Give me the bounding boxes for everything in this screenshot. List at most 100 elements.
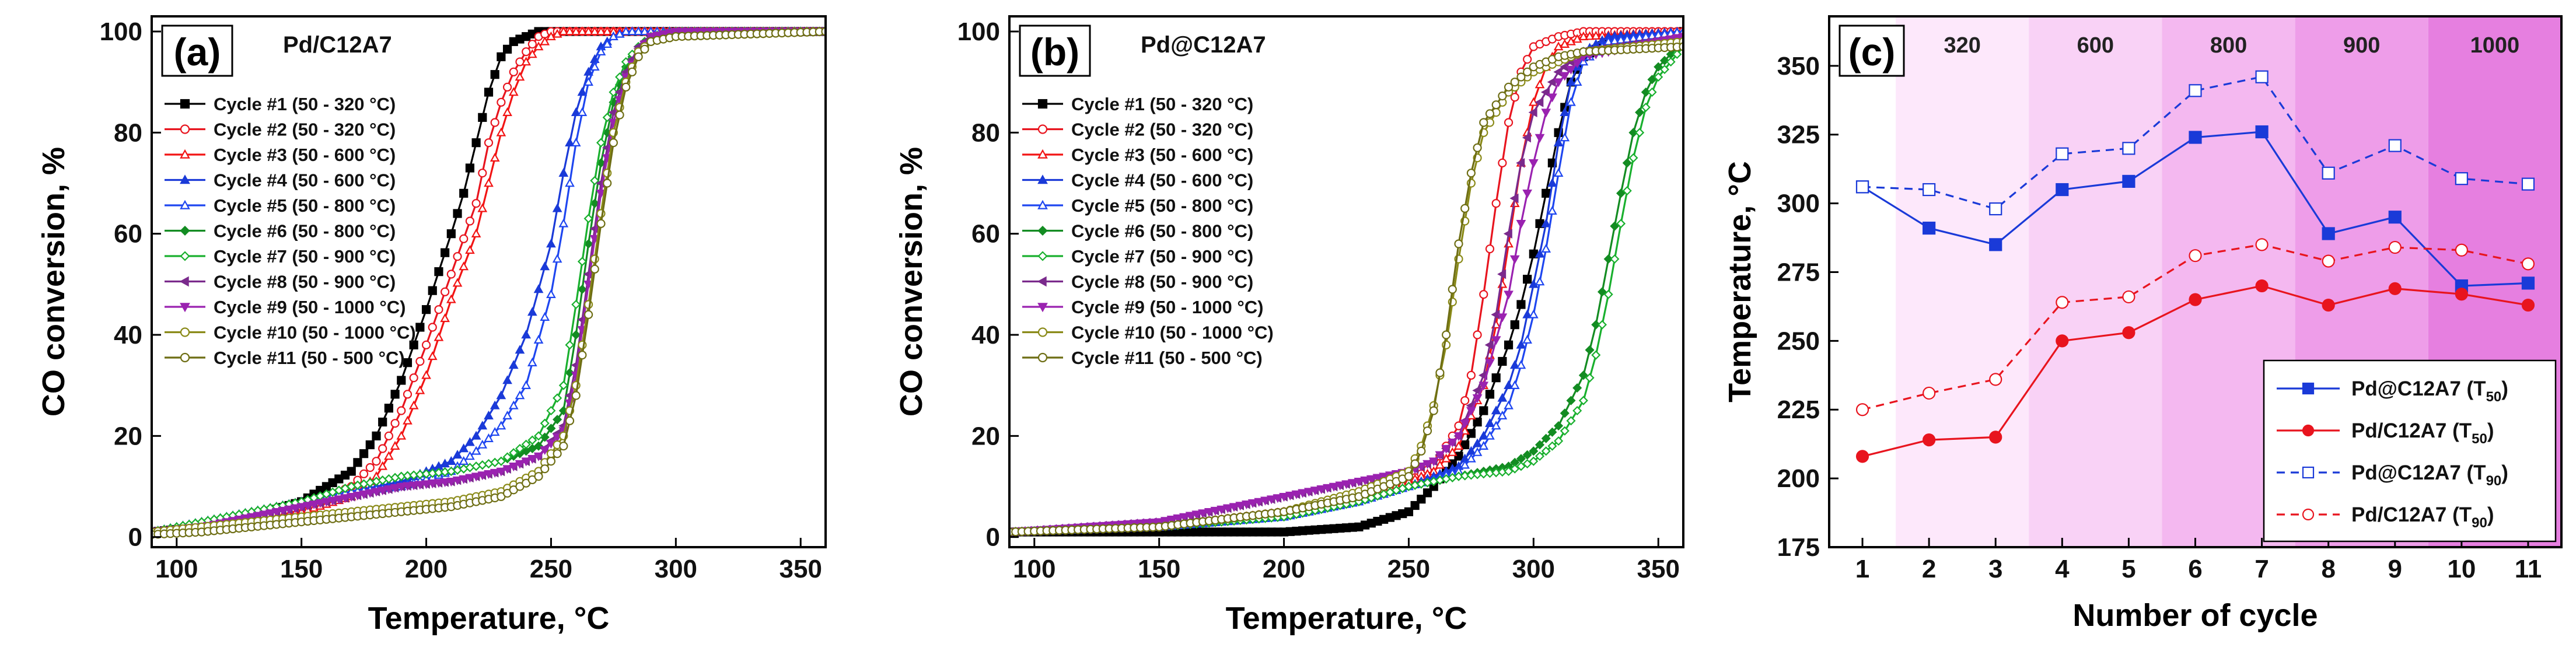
legend-label: Cycle #9 (50 - 1000 °C) [1071, 297, 1263, 317]
data-point [1630, 154, 1637, 162]
data-point [1498, 394, 1506, 401]
data-point [1542, 89, 1549, 96]
data-point [491, 459, 499, 466]
x-tick-label: 3 [1988, 555, 2002, 583]
y-axis-title: CO conversion, % [894, 147, 929, 416]
y-tick-label: 0 [128, 523, 142, 552]
data-point [560, 382, 567, 389]
legend-label-suffix: ) [2501, 377, 2508, 400]
data-point [441, 249, 449, 257]
data-point [2456, 244, 2467, 256]
data-point [591, 265, 599, 273]
data-point [429, 352, 436, 359]
data-point [473, 139, 480, 146]
data-point [466, 164, 474, 172]
data-point [460, 190, 467, 197]
y-tick-label: 40 [971, 321, 1000, 349]
y-tick-label: 20 [971, 422, 1000, 450]
legend-label-sub: 90 [2486, 473, 2502, 489]
legend-swatch-marker [1039, 328, 1047, 337]
legend-item: Cycle #11 (50 - 500 °C) [1022, 348, 1263, 368]
data-point [547, 240, 555, 247]
data-point [1442, 331, 1450, 339]
legend-item: Cycle #3 (50 - 600 °C) [1022, 145, 1253, 165]
data-point [478, 114, 486, 121]
data-point [2456, 173, 2467, 184]
data-point [416, 324, 424, 331]
data-point [1549, 94, 1556, 101]
legend-item: Cycle #5 (50 - 800 °C) [1022, 195, 1253, 216]
panel-letter: (a) [174, 30, 221, 74]
legend-label: Cycle #6 (50 - 800 °C) [214, 221, 396, 242]
data-point [1857, 181, 1868, 192]
data-point [473, 463, 480, 470]
panel-title: Pd@C12A7 [1141, 32, 1266, 58]
legend-label-suffix: ) [2501, 461, 2508, 484]
legend-item: Cycle #1 (50 - 320 °C) [165, 94, 396, 114]
data-point [485, 460, 492, 468]
data-point [1486, 110, 1494, 117]
data-point [560, 169, 567, 176]
legend-label-main: Pd@C12A7 (T [2351, 377, 2486, 400]
data-point [473, 230, 480, 237]
data-point [522, 331, 530, 338]
data-point [547, 407, 555, 415]
data-point [535, 473, 543, 480]
data-point [1411, 460, 1419, 468]
data-point [491, 154, 499, 161]
y-tick-label: 0 [986, 523, 1000, 552]
data-point [2056, 335, 2068, 346]
data-point [348, 468, 355, 475]
data-point [2256, 126, 2268, 138]
data-point [572, 331, 580, 339]
data-point [360, 450, 368, 457]
data-point [478, 461, 486, 469]
band-label: 320 [1944, 33, 1980, 58]
x-axis-title: Number of cycle [2072, 598, 2318, 633]
legend-label-suffix: ) [2487, 419, 2494, 442]
data-point [1505, 291, 1512, 298]
data-point [1636, 129, 1644, 136]
legend-item: Cycle #7 (50 - 900 °C) [165, 246, 396, 267]
data-point [441, 288, 449, 296]
data-point [578, 89, 586, 96]
data-point [466, 246, 474, 253]
data-point [1486, 390, 1494, 398]
x-tick-label: 4 [2055, 555, 2070, 583]
data-point [554, 205, 561, 212]
data-point [2190, 250, 2201, 261]
data-point [1455, 453, 1463, 460]
data-point [379, 477, 386, 484]
legend-label: Cycle #7 (50 - 900 °C) [214, 246, 396, 267]
x-tick-label: 350 [1637, 555, 1680, 583]
legend-item: Cycle #6 (50 - 800 °C) [165, 221, 396, 242]
data-point [373, 457, 380, 465]
x-tick-label: 350 [780, 555, 822, 583]
y-axis-title: CO conversion, % [36, 147, 71, 416]
data-point [2522, 178, 2534, 190]
data-point [1542, 109, 1550, 116]
legend-label-main: Pd/C12A7 (T [2351, 503, 2472, 526]
y-tick-label: 60 [971, 220, 1000, 249]
data-point [2190, 294, 2201, 306]
data-point [1523, 190, 1531, 197]
legend-label: Cycle #6 (50 - 800 °C) [1071, 221, 1253, 242]
data-point [2056, 148, 2068, 160]
data-point [1574, 384, 1581, 392]
legend-item: Cycle #9 (50 - 1000 °C) [1022, 297, 1263, 317]
data-point [2522, 299, 2534, 311]
legend-label-sub: 50 [2472, 431, 2487, 447]
data-point [473, 200, 480, 207]
data-point [422, 306, 430, 313]
data-point [460, 235, 467, 243]
band-600 [2029, 16, 2162, 547]
x-axis-title: Temperature, °C [1226, 601, 1467, 636]
data-point [516, 346, 523, 354]
data-point [1592, 351, 1600, 359]
data-point [610, 139, 617, 146]
data-point [2323, 256, 2334, 267]
data-point [454, 210, 462, 218]
data-point [2389, 140, 2401, 152]
legend-swatch-marker [1039, 354, 1047, 362]
data-point [529, 309, 536, 316]
